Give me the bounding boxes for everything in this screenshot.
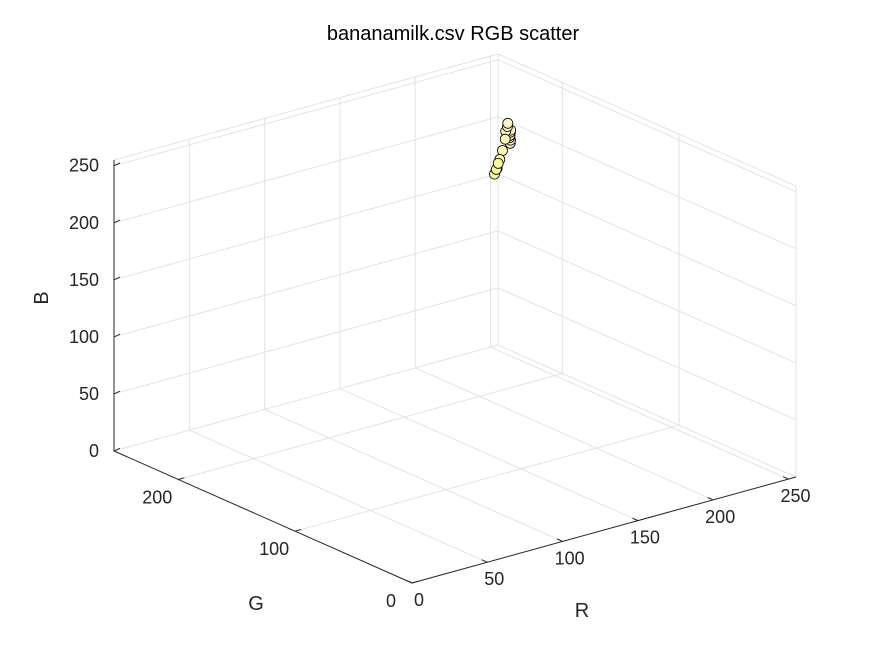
z-tick-mark (113, 219, 121, 224)
y-tick-mark (178, 477, 185, 480)
y-axis-label: G (248, 593, 264, 615)
z-axis-label: B (31, 291, 53, 304)
x-tick-label: 200 (705, 507, 735, 527)
grid-line-back-z (113, 116, 499, 224)
grid-edge-top-side (497, 53, 797, 187)
z-tick-label: 250 (69, 156, 99, 176)
grid-line-floor-x (339, 388, 639, 522)
tick-layer: 0 50 100 150 200 250 0 100 200 0 50 100 150 200 250 (69, 156, 811, 611)
grid-line-side-z (497, 59, 797, 193)
grid-line-side-z (497, 287, 797, 421)
grid-line-back-z (113, 59, 499, 167)
grid-edge-top-back (113, 53, 499, 161)
grid-line-back-z (113, 344, 499, 452)
z-tick-mark (113, 276, 121, 281)
y-tick-label: 200 (142, 488, 172, 508)
data-point (502, 117, 514, 129)
grid-line-back-z (113, 230, 499, 338)
grid-line-floor-x (490, 346, 789, 480)
data-point (492, 157, 504, 169)
grid-line-floor-y (294, 424, 680, 532)
axis-layer (113, 160, 797, 584)
grid-line-floor-x (414, 367, 714, 501)
grid-line-floor-y (178, 373, 563, 480)
x-tick-mark (707, 497, 714, 501)
x-axis-line (411, 476, 797, 584)
y-tick-label: 100 (259, 539, 289, 559)
x-tick-mark (406, 580, 413, 584)
x-tick-label: 100 (555, 548, 585, 568)
x-tick-label: 0 (414, 590, 424, 610)
point-layer (489, 117, 517, 180)
x-tick-mark (556, 538, 563, 542)
grid-line-back-z (113, 173, 499, 281)
z-tick-label: 50 (79, 384, 99, 404)
chart-title: bananamilk.csv RGB scatter (327, 23, 580, 45)
data-point (499, 133, 511, 145)
z-tick-label: 100 (69, 327, 99, 347)
z-tick-mark (113, 333, 121, 338)
data-point (497, 145, 508, 156)
x-tick-label: 250 (780, 486, 810, 506)
x-axis-label: R (575, 600, 589, 622)
z-tick-label: 200 (69, 213, 99, 233)
grid-line-floor-x (189, 429, 488, 563)
grid-line-back-z (113, 287, 499, 395)
y-tick-mark (294, 529, 302, 532)
y-axis-line (113, 450, 413, 584)
z-tick-label: 150 (69, 270, 99, 290)
x-tick-mark (782, 476, 789, 480)
x-tick-label: 150 (630, 528, 660, 548)
z-tick-label: 0 (89, 441, 99, 461)
grid-line-side-z (497, 344, 797, 478)
grid-line-side-z (497, 116, 797, 250)
grid-line-floor-x (264, 408, 563, 542)
z-tick-mark (113, 390, 121, 395)
x-tick-mark (481, 559, 488, 563)
x-tick-label: 50 (484, 569, 504, 589)
z-tick-mark (113, 162, 121, 167)
grid-line-side-z (497, 230, 797, 364)
grid-line-side-z (497, 173, 797, 307)
x-tick-mark (632, 517, 639, 522)
y-tick-label: 0 (386, 591, 396, 611)
z-tick-mark (113, 447, 121, 452)
grid-layer (113, 53, 797, 584)
y-tick-mark (411, 580, 419, 584)
